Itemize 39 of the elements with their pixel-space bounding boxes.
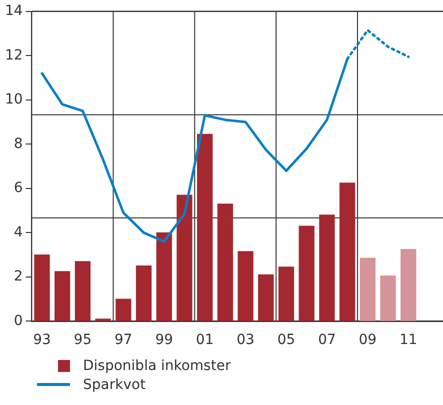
bar [197, 134, 213, 322]
bar [95, 318, 111, 322]
x-tick-label: 11 [399, 332, 418, 348]
y-tick-label: 10 [4, 92, 23, 108]
bar [298, 226, 314, 322]
bar [136, 266, 152, 322]
bar [238, 251, 254, 322]
x-tick-label: 93 [33, 332, 51, 348]
bar [176, 194, 192, 322]
bar [258, 274, 274, 322]
y-tick-label: 14 [4, 3, 23, 20]
bar [340, 182, 356, 322]
legend-label: Sparkvot [83, 376, 146, 392]
x-tick-label: 95 [74, 332, 92, 348]
y-tick-label: 0 [14, 312, 23, 329]
bar [156, 232, 172, 322]
x-tick-label: 03 [236, 332, 254, 348]
x-tick-label: 07 [318, 332, 336, 348]
x-tick-label: 05 [277, 332, 296, 348]
y-tick-label: 4 [14, 224, 23, 240]
y-tick-label: 12 [4, 47, 23, 64]
bar [319, 214, 335, 322]
bar [74, 261, 91, 322]
bar [380, 276, 396, 322]
bar [34, 254, 50, 322]
x-tick-label: 99 [155, 332, 174, 348]
bar [278, 266, 294, 322]
x-tick-label: 01 [196, 332, 214, 348]
bar [116, 298, 132, 322]
y-tick-label: 6 [14, 180, 23, 196]
x-tick-label: 97 [114, 332, 132, 348]
bar [400, 248, 416, 322]
bar [360, 258, 376, 322]
bar [54, 271, 70, 322]
bar [217, 204, 234, 322]
legend-label: Disponibla inkomster [83, 358, 231, 374]
y-tick-label: 8 [14, 136, 23, 152]
y-tick-label: 2 [14, 268, 23, 285]
x-tick-label: 09 [358, 332, 377, 348]
